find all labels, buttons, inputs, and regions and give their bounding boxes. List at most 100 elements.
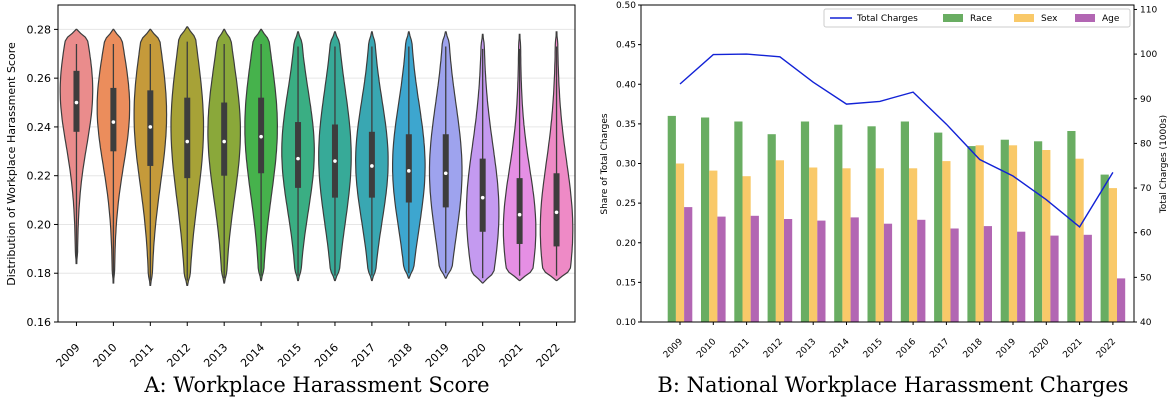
bar-age-2022 xyxy=(1117,278,1126,322)
b-y-tick-label: 0.35 xyxy=(616,120,636,130)
violin-iqr-box xyxy=(553,173,560,247)
bar-age-2021 xyxy=(1083,234,1092,322)
b-x-tick-label: 2022 xyxy=(1095,337,1118,360)
bar-sex-2019 xyxy=(1008,145,1018,322)
violin-median-dot xyxy=(74,100,79,105)
a-y-tick-label: 0.26 xyxy=(27,72,52,85)
violin-2014 xyxy=(244,28,279,282)
bar-age-2012 xyxy=(784,219,793,322)
legend-label-race: Race xyxy=(970,14,993,24)
violin-2018 xyxy=(392,31,426,279)
a-x-tick-label: 2019 xyxy=(423,341,452,370)
violin-median-dot xyxy=(259,134,263,139)
b-y-axis-label: Share of Total Charges xyxy=(600,113,610,215)
b-legend-box xyxy=(823,8,1131,28)
bar-race-2010 xyxy=(701,117,710,322)
violin-2021 xyxy=(502,33,537,282)
a-x-tick-label: 2010 xyxy=(91,341,120,370)
a-x-tick-label: 2013 xyxy=(201,341,230,370)
a-x-tick-label: 2021 xyxy=(497,341,526,370)
b-x-tick-label: 2009 xyxy=(662,337,685,360)
panel-b-bar-line-chart: 0.10 0.15 0.20 0.25 0.30 0.35 0.40 0.45 0.50 40 5… xyxy=(600,1,1169,397)
violin-median-dot xyxy=(370,164,374,168)
violin-2013 xyxy=(207,28,241,284)
a-y-tick-label: 0.24 xyxy=(27,121,52,134)
b-y-tick-label: 0.10 xyxy=(616,318,636,328)
bar-race-2019 xyxy=(1000,139,1009,322)
violin-median-dot xyxy=(333,159,337,163)
a-x-tick-label: 2015 xyxy=(275,341,304,370)
bar-race-2012 xyxy=(767,134,776,322)
bar-sex-2018 xyxy=(975,145,984,322)
bar-age-2010 xyxy=(717,216,726,322)
violin-median-dot xyxy=(554,210,559,215)
bar-race-2020 xyxy=(1034,141,1043,322)
a-x-tick-label: 2022 xyxy=(534,341,563,370)
bar-sex-2013 xyxy=(809,167,818,322)
b-y2-tick-label: 100 xyxy=(1140,50,1157,60)
bar-race-2021 xyxy=(1067,131,1076,322)
b-x-tick-label: 2017 xyxy=(928,337,951,360)
a-y-tick-label: 0.16 xyxy=(27,316,52,329)
legend-swatch-sex xyxy=(1014,14,1034,22)
a-violins xyxy=(59,26,574,286)
a-x-tick-label: 2018 xyxy=(386,341,415,370)
b-y-tick-label: 0.40 xyxy=(616,80,636,90)
violin-2012 xyxy=(170,26,205,286)
b-bars xyxy=(667,115,1126,323)
b-x-ticks: 2009 2010 2011 2012 2013 2014 2015 2016 2017 2018… xyxy=(662,322,1118,360)
a-y-tick-label: 0.28 xyxy=(27,23,52,36)
b-y-tick-label: 0.25 xyxy=(616,199,636,209)
legend-label-sex: Sex xyxy=(1041,14,1058,24)
bar-race-2015 xyxy=(867,126,876,322)
bar-sex-2017 xyxy=(942,161,951,322)
violin-2009 xyxy=(59,28,94,265)
a-x-ticks: 2009 2010 2011 2012 2013 2014 2015 2016 2017 2018… xyxy=(54,322,563,370)
violin-median-dot xyxy=(148,125,153,129)
a-x-tick-label: 2011 xyxy=(127,341,156,370)
a-x-tick-label: 2017 xyxy=(349,341,378,370)
bar-age-2011 xyxy=(750,215,759,322)
bar-race-2011 xyxy=(734,121,743,322)
violin-median-dot xyxy=(222,139,226,144)
bar-sex-2022 xyxy=(1108,188,1117,322)
b-y2-tick-label: 70 xyxy=(1140,184,1152,194)
b-total-charges-line xyxy=(679,53,1114,228)
bar-sex-2021 xyxy=(1075,158,1084,322)
violin-2010 xyxy=(96,28,131,284)
violin-iqr-box xyxy=(110,87,117,152)
violin-2019 xyxy=(428,31,463,279)
bar-sex-2015 xyxy=(875,168,884,322)
a-plot-frame xyxy=(57,4,576,323)
b-y-tick-label: 0.45 xyxy=(616,41,636,51)
bar-race-2016 xyxy=(900,121,909,322)
bar-race-2018 xyxy=(967,146,976,322)
bar-race-2022 xyxy=(1100,174,1109,322)
b-x-tick-label: 2020 xyxy=(1028,337,1051,360)
violin-2011 xyxy=(133,28,168,286)
bar-race-2013 xyxy=(800,121,810,322)
bar-sex-2012 xyxy=(775,160,784,322)
bar-sex-2016 xyxy=(909,168,918,322)
b-x-tick-label: 2014 xyxy=(828,337,851,360)
a-x-tick-label: 2012 xyxy=(164,341,193,370)
violin-median-dot xyxy=(407,169,411,173)
b-y2-axis-label: Total Charges (1000s) xyxy=(1159,115,1169,214)
b-x-tick-label: 2012 xyxy=(762,337,785,360)
violin-median-dot xyxy=(517,212,522,217)
legend-label-total-charges: Total Charges xyxy=(856,14,918,24)
b-y-ticks-left: 0.10 0.15 0.20 0.25 0.30 0.35 0.40 0.45 0.50 xyxy=(616,1,641,328)
b-x-tick-label: 2018 xyxy=(962,337,985,360)
a-x-tick-label: 2016 xyxy=(312,341,341,370)
bar-sex-2020 xyxy=(1042,150,1051,322)
violin-median-dot xyxy=(296,156,300,161)
bar-age-2017 xyxy=(950,228,959,322)
violin-median-dot xyxy=(111,120,116,124)
a-y-ticks: 0.16 0.18 0.20 0.22 0.24 0.26 0.28 xyxy=(27,23,58,329)
bar-sex-2014 xyxy=(842,168,851,322)
b-x-tick-label: 2019 xyxy=(995,337,1018,360)
b-y2-tick-label: 110 xyxy=(1140,5,1157,15)
bar-age-2018 xyxy=(983,226,992,322)
violin-iqr-box xyxy=(221,102,228,176)
